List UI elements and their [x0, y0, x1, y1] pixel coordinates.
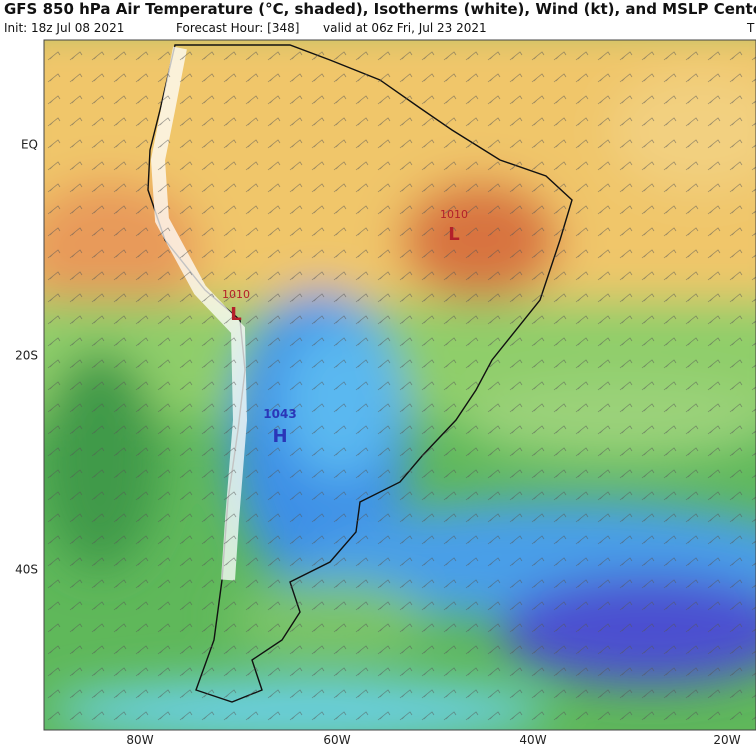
init: Init: 18z Jul 08 2021: [4, 21, 124, 35]
lon-label: 40W: [519, 733, 546, 747]
forecast-hour: Forecast Hour: [348]: [176, 21, 299, 35]
wind-barbs: [44, 40, 756, 730]
pressure-symbol: L: [448, 224, 459, 245]
pressure-value: 1010: [440, 208, 468, 221]
lat-label: EQ: [21, 138, 38, 152]
lon-label: 20W: [713, 733, 740, 747]
map-frame: [43, 39, 756, 731]
valid-time: valid at 06z Fri, Jul 23 2021: [323, 21, 487, 35]
pressure-value: 1010: [222, 288, 250, 301]
pressure-symbol: L: [230, 304, 241, 325]
fragment: T: [746, 21, 755, 35]
title: GFS 850 hPa Air Temperature (°C, shaded)…: [4, 0, 756, 18]
map-area: [44, 40, 756, 730]
pressure-value: 1043: [263, 407, 296, 421]
pressure-symbol: H: [272, 426, 287, 447]
lon-label: 80W: [126, 733, 153, 747]
lat-label: 40S: [15, 563, 38, 577]
lon-label: 60W: [323, 733, 350, 747]
lat-label: 20S: [15, 349, 38, 363]
